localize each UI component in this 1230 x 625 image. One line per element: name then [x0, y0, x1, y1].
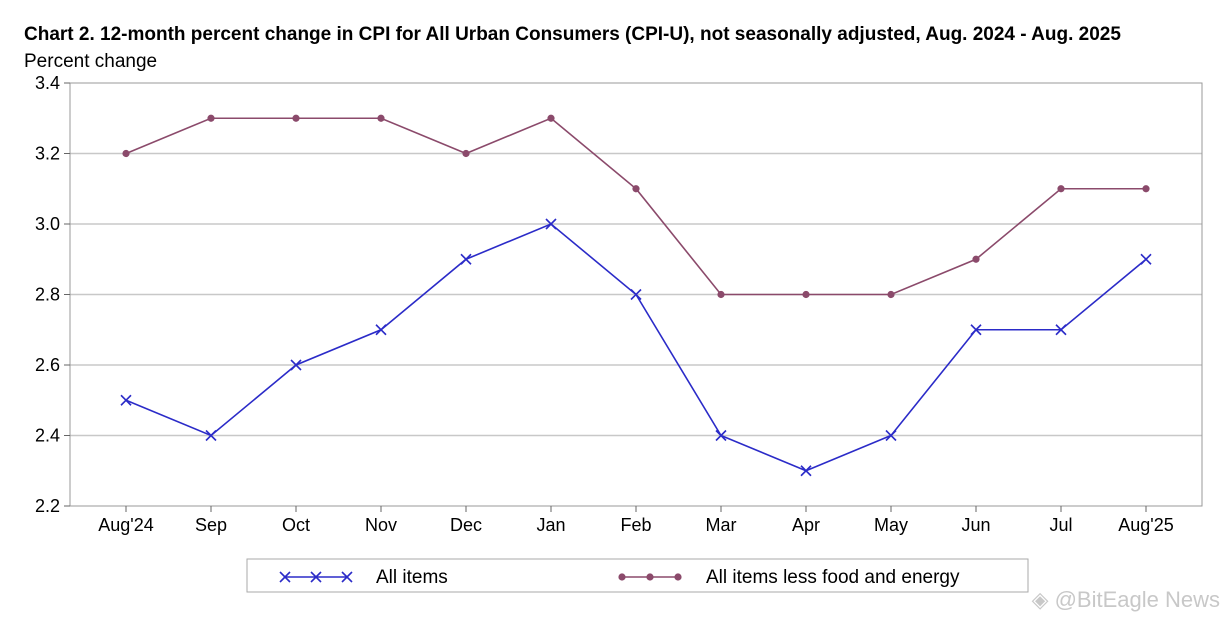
- x-tick-label: Nov: [365, 515, 397, 535]
- x-tick-label: Aug'24: [98, 515, 154, 535]
- data-point: [122, 149, 130, 158]
- data-point: [292, 114, 300, 122]
- data-point: [377, 114, 385, 122]
- legend-marker: [310, 571, 322, 583]
- legend-label: All items: [376, 567, 448, 588]
- y-tick-label: 2.2: [35, 496, 60, 516]
- y-axis-label: Percent change: [24, 51, 158, 72]
- x-tick-label: Jun: [961, 515, 990, 535]
- legend-item: All items: [279, 567, 448, 588]
- data-point: [970, 324, 982, 336]
- data-point: [205, 429, 217, 442]
- y-tick-label: 2.6: [35, 355, 60, 375]
- data-point: [1142, 185, 1150, 193]
- data-point: [972, 255, 980, 263]
- data-point: [120, 394, 132, 406]
- x-tick-label: May: [874, 515, 908, 535]
- data-point: [717, 290, 725, 299]
- series-all-items: [120, 218, 1152, 477]
- watermark: ◈ @BitEagle News: [1031, 587, 1220, 612]
- series: [120, 114, 1152, 477]
- legend-item: All items less food and energy: [618, 567, 960, 588]
- data-point: [715, 429, 727, 442]
- data-point: [800, 465, 812, 477]
- data-point: [1140, 253, 1152, 265]
- y-tick-label: 3.0: [35, 214, 60, 234]
- legend-marker: [341, 571, 353, 583]
- y-tick-label: 2.4: [35, 426, 60, 446]
- data-point: [1055, 324, 1067, 336]
- x-tick-label: Oct: [282, 515, 310, 535]
- y-axis: 2.2 2.4 2.6 2.8 3.0 3.2 3.4: [35, 73, 70, 516]
- x-tick-label: Jul: [1049, 515, 1072, 535]
- series-core: [122, 114, 1150, 299]
- data-point: [632, 185, 640, 193]
- legend: All items All items less food and energy: [246, 558, 1029, 593]
- legend-marker: [674, 573, 682, 581]
- legend-label: All items less food and energy: [706, 567, 960, 588]
- data-point: [630, 288, 642, 301]
- data-point: [290, 359, 302, 371]
- data-point: [885, 429, 897, 442]
- series-line: [125, 223, 1147, 472]
- x-tick-label: Aug'25: [1118, 515, 1174, 535]
- data-point: [1057, 185, 1065, 193]
- chart-title: Chart 2. 12-month percent change in CPI …: [24, 24, 1121, 45]
- data-point: [547, 114, 555, 122]
- data-point: [375, 324, 387, 336]
- data-point: [545, 218, 557, 230]
- data-point: [462, 149, 470, 158]
- x-tick-label: Apr: [792, 515, 820, 535]
- data-point: [460, 253, 472, 265]
- x-tick-label: Feb: [620, 515, 651, 535]
- data-point: [887, 290, 895, 299]
- x-tick-label: Mar: [706, 515, 737, 535]
- y-tick-label: 2.8: [35, 285, 60, 305]
- x-tick-label: Sep: [195, 515, 227, 535]
- data-point: [802, 290, 810, 299]
- legend-box: [246, 558, 1029, 593]
- x-axis: Aug'24 Sep Oct Nov Dec Jan Feb Mar Apr May Jun Jul A…: [98, 506, 1174, 535]
- x-tick-label: Jan: [536, 515, 565, 535]
- legend-marker: [618, 573, 626, 581]
- x-tick-label: Dec: [450, 515, 482, 535]
- y-tick-label: 3.2: [35, 144, 60, 164]
- legend-marker: [646, 573, 654, 581]
- series-line: [125, 117, 1146, 296]
- data-point: [207, 114, 215, 122]
- y-tick-label: 3.4: [35, 73, 60, 93]
- legend-marker: [279, 571, 291, 583]
